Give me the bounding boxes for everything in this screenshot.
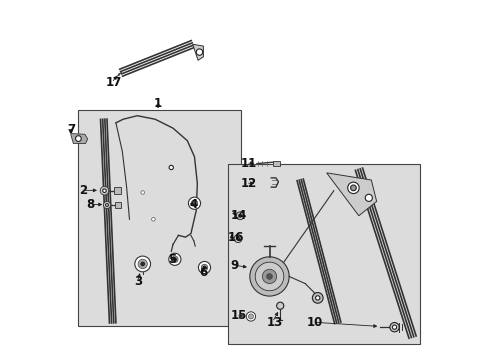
Circle shape: [315, 296, 319, 300]
Polygon shape: [326, 173, 376, 216]
Text: 1: 1: [154, 97, 162, 110]
Circle shape: [312, 293, 323, 303]
Bar: [114, 187, 121, 194]
Text: 7: 7: [67, 123, 75, 136]
Text: 17: 17: [106, 76, 122, 89]
Circle shape: [173, 258, 176, 261]
Text: 4: 4: [189, 198, 197, 211]
Circle shape: [248, 314, 253, 319]
Circle shape: [100, 186, 108, 195]
Text: 8: 8: [86, 198, 95, 211]
Circle shape: [347, 182, 358, 194]
Circle shape: [196, 49, 203, 55]
Circle shape: [191, 200, 197, 206]
Circle shape: [198, 261, 210, 274]
Circle shape: [389, 323, 398, 332]
Circle shape: [255, 262, 283, 291]
Bar: [228, 164, 419, 344]
Circle shape: [391, 325, 396, 329]
Circle shape: [141, 191, 144, 194]
Text: 2: 2: [80, 184, 87, 197]
Circle shape: [201, 264, 207, 271]
Circle shape: [350, 185, 356, 191]
Bar: [272, 161, 280, 166]
Circle shape: [151, 217, 155, 221]
Text: 16: 16: [227, 231, 244, 244]
Circle shape: [168, 253, 181, 265]
Text: 6: 6: [199, 266, 207, 279]
Circle shape: [262, 269, 276, 284]
Text: 14: 14: [230, 208, 246, 221]
Circle shape: [102, 189, 106, 193]
Bar: [78, 111, 241, 327]
Circle shape: [138, 259, 147, 269]
Text: 10: 10: [306, 316, 323, 329]
Circle shape: [141, 262, 144, 266]
Circle shape: [249, 257, 288, 296]
Circle shape: [169, 165, 173, 170]
Circle shape: [135, 256, 150, 272]
Circle shape: [171, 256, 178, 262]
Polygon shape: [192, 44, 203, 60]
Circle shape: [203, 266, 205, 269]
Circle shape: [234, 235, 242, 243]
Text: 9: 9: [230, 258, 238, 271]
Circle shape: [103, 202, 110, 208]
Text: 11: 11: [240, 157, 256, 170]
Circle shape: [238, 214, 241, 217]
Polygon shape: [70, 134, 87, 144]
Text: 3: 3: [134, 275, 142, 288]
Circle shape: [365, 194, 372, 202]
Bar: [115, 202, 121, 208]
Text: 12: 12: [240, 177, 256, 190]
Circle shape: [236, 237, 239, 240]
Text: 15: 15: [230, 309, 246, 322]
Circle shape: [188, 197, 200, 209]
Circle shape: [266, 274, 272, 279]
Circle shape: [236, 212, 244, 220]
Text: 5: 5: [168, 253, 176, 266]
Circle shape: [276, 302, 283, 309]
Circle shape: [75, 136, 81, 141]
Circle shape: [105, 203, 108, 206]
Text: 13: 13: [266, 316, 283, 329]
Circle shape: [246, 312, 255, 321]
